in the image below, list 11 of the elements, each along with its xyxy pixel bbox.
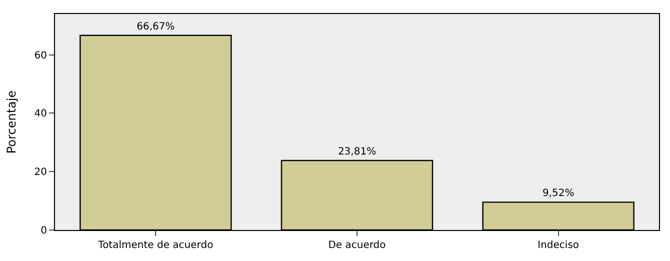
y-tick-label: 60: [34, 50, 47, 62]
y-tick-label: 0: [40, 226, 47, 236]
x-tick-label: Indeciso: [538, 240, 580, 251]
y-tick-label: 40: [34, 108, 47, 120]
x-tick-label: De acuerdo: [328, 240, 386, 251]
data-label: 23,81%: [338, 146, 376, 158]
x-tick-label: Totalmente de acuerdo: [97, 240, 214, 251]
y-axis-title: Porcentaje: [4, 90, 19, 154]
data-label: 66,67%: [136, 21, 175, 32]
data-label: 9,52%: [542, 188, 574, 200]
y-tick-label: 20: [34, 167, 47, 178]
